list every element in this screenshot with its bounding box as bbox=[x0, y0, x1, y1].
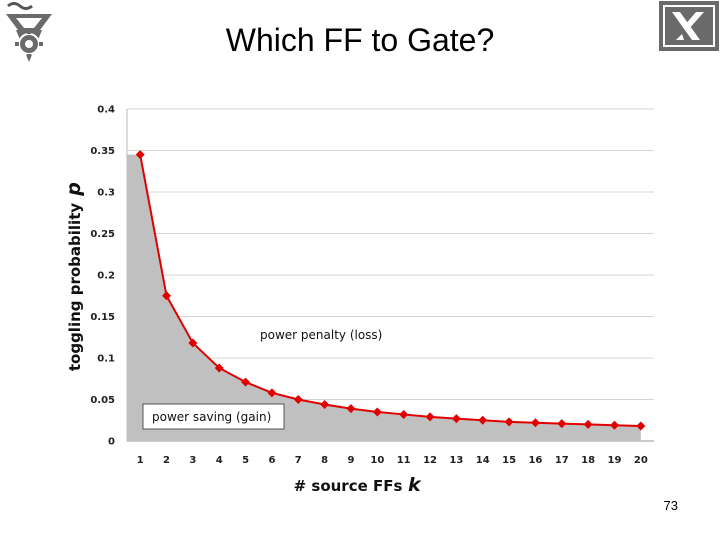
x-tick-label: 19 bbox=[608, 455, 622, 466]
series-line bbox=[139, 154, 641, 428]
x-tick-label: 18 bbox=[581, 455, 595, 466]
data-point bbox=[188, 338, 198, 348]
x-tick-label: 12 bbox=[423, 455, 437, 466]
x-tick-label: 1 bbox=[137, 455, 144, 466]
x-tick-label: 2 bbox=[163, 455, 170, 466]
data-point bbox=[557, 419, 567, 429]
x-tick-label: 10 bbox=[370, 455, 384, 466]
x-tick-label: 8 bbox=[321, 455, 328, 466]
x-axis-symbol: k bbox=[408, 474, 422, 496]
y-axis-symbol: p bbox=[63, 182, 85, 197]
y-tick-label: 0.05 bbox=[90, 395, 115, 406]
data-point bbox=[425, 412, 435, 422]
data-point bbox=[583, 419, 593, 429]
x-tick-label: 17 bbox=[555, 455, 569, 466]
data-point bbox=[478, 415, 488, 425]
y-tick-label: 0.3 bbox=[97, 188, 115, 199]
x-tick-label: 20 bbox=[634, 455, 648, 466]
data-point bbox=[162, 291, 172, 301]
y-tick-label: 0.4 bbox=[97, 105, 115, 116]
data-point bbox=[451, 414, 461, 424]
annotation-loss: power penalty (loss) bbox=[260, 328, 382, 342]
x-tick-label: 6 bbox=[268, 455, 275, 466]
x-tick-label: 13 bbox=[449, 455, 463, 466]
annotation-gain-box bbox=[142, 403, 285, 430]
area-fill bbox=[127, 154, 641, 441]
data-point bbox=[346, 404, 356, 414]
data-point bbox=[530, 418, 540, 428]
annotation-gain: power saving (gain) bbox=[152, 410, 271, 424]
data-point bbox=[636, 421, 646, 431]
technion-logo-icon bbox=[2, 0, 56, 68]
x-tick-label: 7 bbox=[295, 455, 302, 466]
y-axis-title: toggling probability bbox=[66, 203, 84, 372]
data-point bbox=[372, 407, 382, 417]
y-tick-label: 0 bbox=[108, 437, 115, 448]
slide-title: Which FF to Gate? bbox=[225, 22, 495, 58]
y-tick-label: 0.2 bbox=[97, 271, 115, 282]
x-tick-label: 16 bbox=[528, 455, 542, 466]
data-point bbox=[267, 388, 277, 398]
y-tick-label: 0.25 bbox=[90, 229, 115, 240]
data-point bbox=[609, 420, 619, 430]
x-tick-label: 4 bbox=[216, 455, 223, 466]
y-tick-label: 0.1 bbox=[97, 354, 115, 365]
y-tick-label: 0.35 bbox=[90, 146, 115, 157]
x-tick-label: 15 bbox=[502, 455, 516, 466]
data-point bbox=[135, 150, 145, 160]
institute-emblem-icon bbox=[658, 0, 720, 52]
y-tick-label: 0.15 bbox=[90, 312, 115, 323]
page-number: 73 bbox=[663, 498, 678, 513]
x-tick-label: 9 bbox=[347, 455, 354, 466]
x-tick-label: 14 bbox=[476, 455, 490, 466]
x-axis-title: # source FFs bbox=[294, 477, 403, 495]
data-point bbox=[293, 395, 303, 404]
data-point bbox=[504, 417, 514, 427]
x-tick-label: 3 bbox=[189, 455, 196, 466]
data-point bbox=[399, 409, 409, 419]
x-tick-label: 5 bbox=[242, 455, 249, 466]
x-tick-label: 11 bbox=[397, 455, 411, 466]
data-point bbox=[241, 377, 251, 387]
data-point bbox=[214, 363, 224, 373]
data-point bbox=[320, 399, 330, 409]
